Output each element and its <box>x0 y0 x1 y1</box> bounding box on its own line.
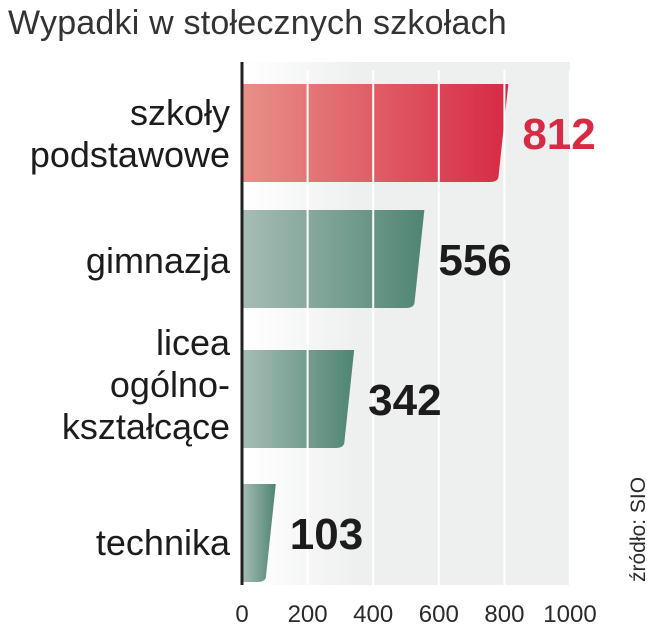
bar <box>242 484 276 582</box>
x-tick-label: 800 <box>484 601 524 628</box>
category-label-line: technika <box>95 522 230 563</box>
category-label-szkoly-podstawowe: szkoły podstawowe <box>30 92 230 176</box>
category-label-technika: technika <box>96 522 230 564</box>
category-label-line: kształcące <box>61 406 230 447</box>
x-tick-label: 400 <box>353 601 393 628</box>
category-label-licea: licea ogólno- kształcące <box>62 322 230 448</box>
x-tick-label: 600 <box>419 601 459 628</box>
category-label-line: podstawowe <box>29 134 230 175</box>
chart-title: Wypadki w stołecznych szkołach <box>8 4 507 42</box>
bar <box>242 210 425 308</box>
value-label: 556 <box>438 236 511 285</box>
source-note: źródło: SIO <box>627 476 647 582</box>
bar <box>242 350 355 448</box>
bar <box>242 84 509 182</box>
value-label: 342 <box>368 376 441 425</box>
x-tick-label: 1000 <box>543 601 596 628</box>
category-label-gimnazja: gimnazja <box>86 240 230 282</box>
x-tick-label: 0 <box>235 601 248 628</box>
value-label: 103 <box>290 510 363 559</box>
x-tick-label: 200 <box>288 601 328 628</box>
category-label-line: ogólno- <box>109 364 230 405</box>
category-label-line: licea <box>155 322 230 363</box>
category-label-line: gimnazja <box>85 240 230 281</box>
value-label: 812 <box>522 110 595 159</box>
category-label-line: szkoły <box>129 92 230 133</box>
